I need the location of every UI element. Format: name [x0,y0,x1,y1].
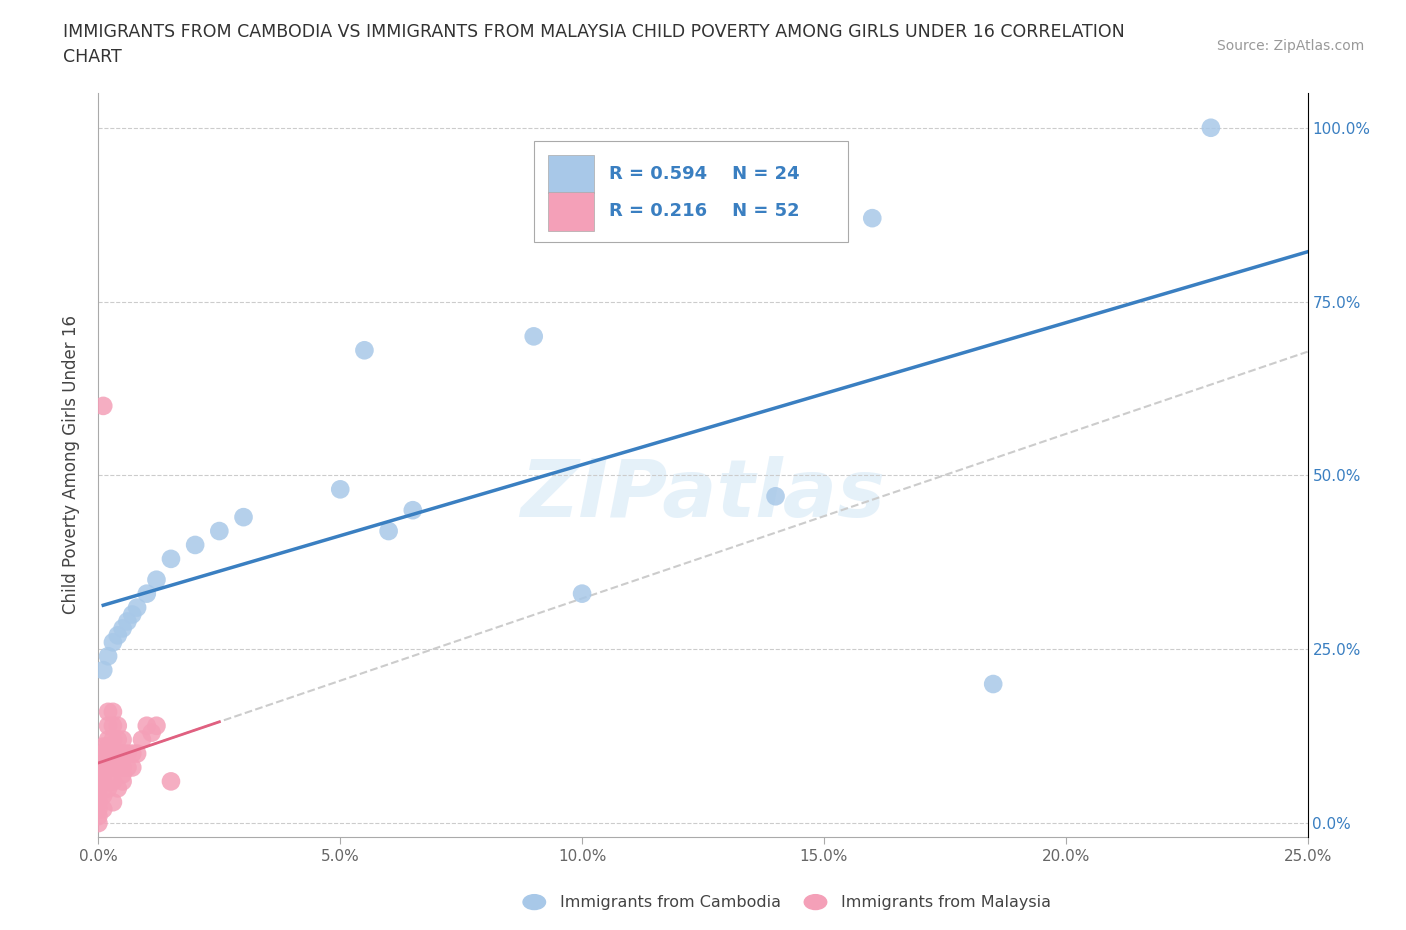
Point [91,739,114,754]
Point [101,746,124,761]
FancyBboxPatch shape [548,154,595,193]
Point [184,538,207,552]
Point [127,600,149,615]
Point [107,628,129,643]
Point [208,524,231,538]
Point [97,732,120,747]
Point [111,760,134,775]
Y-axis label: Child Poverty Among Girls Under 16: Child Poverty Among Girls Under 16 [62,315,80,615]
Point [97,760,120,775]
Point [87,774,110,789]
Point [87,816,110,830]
Point [141,725,163,740]
Point [571,586,593,601]
Point [107,732,129,747]
FancyBboxPatch shape [548,192,595,231]
Point [117,760,139,775]
Point [402,503,425,518]
Point [117,614,139,629]
Point [765,489,787,504]
Point [101,704,124,719]
Point [97,718,120,733]
Point [145,572,167,587]
Text: Immigrants from Malaysia: Immigrants from Malaysia [841,895,1050,910]
Point [135,718,157,733]
Point [91,746,114,761]
Point [91,802,114,817]
Point [107,718,129,733]
Point [97,746,120,761]
Point [101,732,124,747]
Text: ZIPatlas: ZIPatlas [520,456,886,534]
Point [523,329,546,344]
Point [107,781,129,796]
Point [329,482,352,497]
Point [135,586,157,601]
Point [111,732,134,747]
Text: R = 0.216    N = 52: R = 0.216 N = 52 [609,203,799,220]
Point [377,524,399,538]
Point [91,767,114,782]
Point [131,732,153,747]
FancyBboxPatch shape [534,141,848,242]
Point [121,746,143,761]
Point [121,607,143,622]
Point [860,211,883,226]
Point [101,718,124,733]
Point [101,795,124,810]
Point [232,510,254,525]
Point [127,746,149,761]
Point [91,663,114,678]
Point [107,760,129,775]
Point [111,621,134,636]
Point [353,343,375,358]
Point [121,760,143,775]
Point [91,774,114,789]
Point [91,398,114,413]
Point [160,551,183,566]
Point [91,788,114,803]
Text: Source: ZipAtlas.com: Source: ZipAtlas.com [1216,39,1364,53]
Point [111,767,134,782]
Point [97,649,120,664]
Point [87,802,110,817]
Point [117,746,139,761]
Point [101,774,124,789]
Point [97,704,120,719]
Point [87,788,110,803]
Point [1199,120,1222,135]
Point [101,635,124,650]
Point [981,677,1004,692]
Point [160,774,183,789]
Text: R = 0.594    N = 24: R = 0.594 N = 24 [609,166,799,183]
Point [111,774,134,789]
Text: IMMIGRANTS FROM CAMBODIA VS IMMIGRANTS FROM MALAYSIA CHILD POVERTY AMONG GIRLS U: IMMIGRANTS FROM CAMBODIA VS IMMIGRANTS F… [63,23,1125,66]
Point [145,718,167,733]
Point [101,760,124,775]
Point [97,774,120,789]
Point [87,795,110,810]
Point [87,781,110,796]
Text: Immigrants from Cambodia: Immigrants from Cambodia [560,895,780,910]
Point [87,767,110,782]
Point [91,760,114,775]
Point [111,746,134,761]
Point [87,809,110,824]
Point [97,781,120,796]
Point [97,739,120,754]
Point [91,753,114,768]
Point [107,746,129,761]
